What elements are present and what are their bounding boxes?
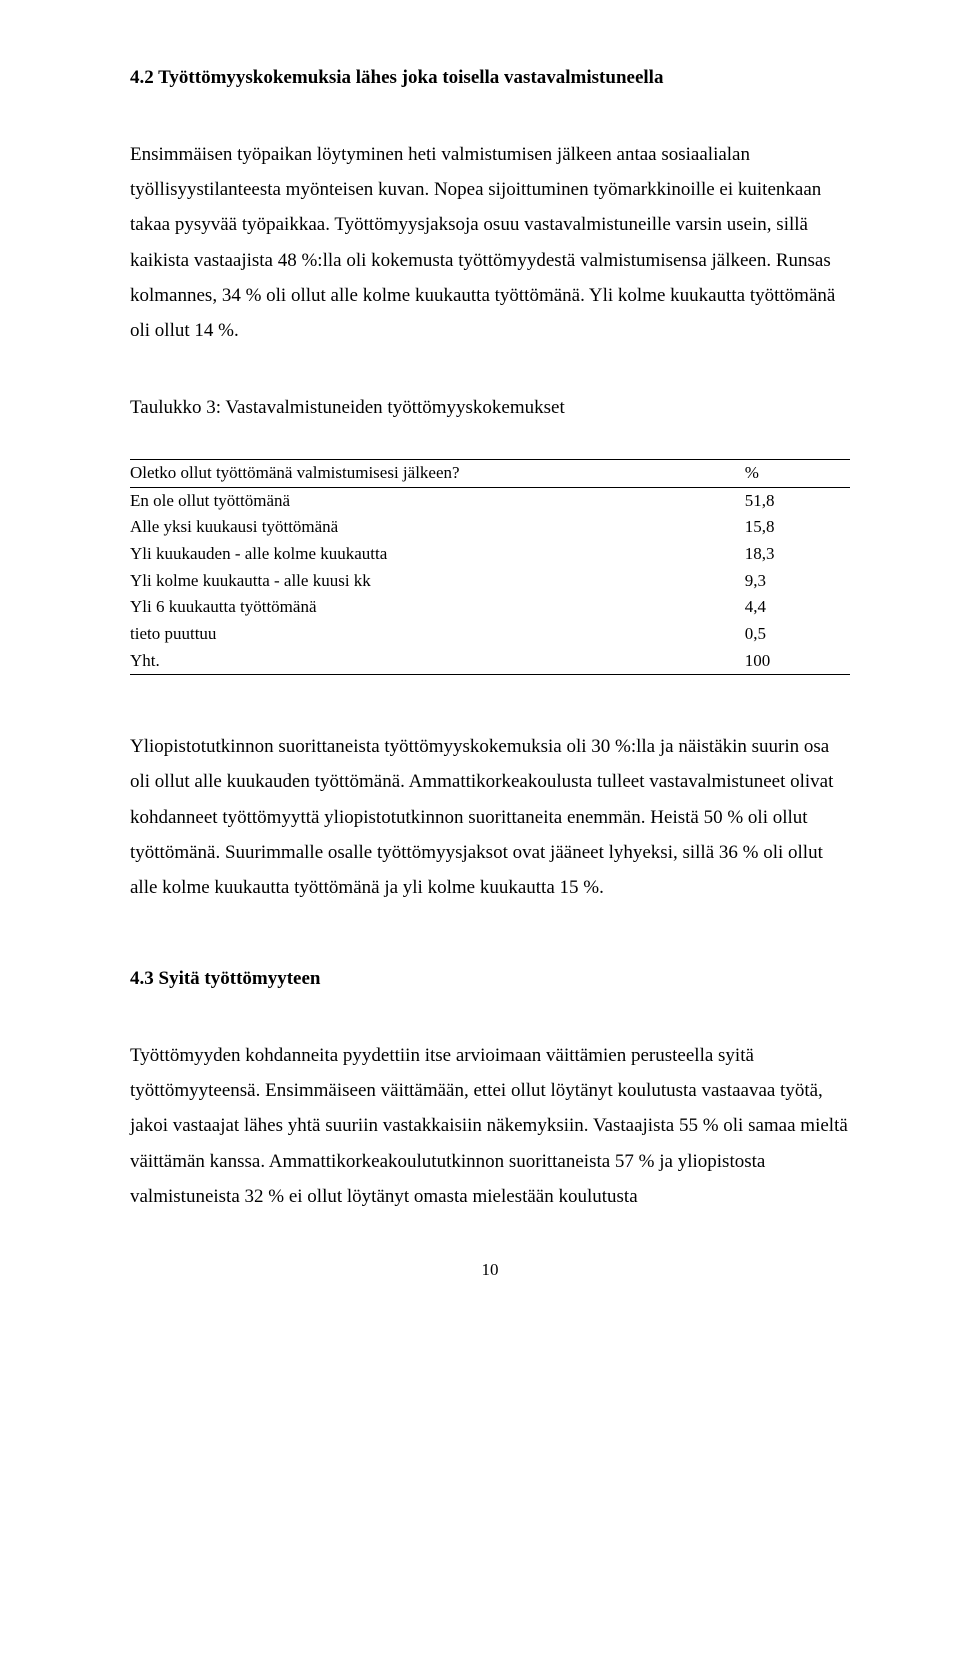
table-cell-value: 18,3	[735, 541, 850, 568]
table-cell-label: Yli 6 kuukautta työttömänä	[130, 594, 735, 621]
table-3-footer-row: Yht. 100	[130, 648, 850, 675]
table-row: En ole ollut työttömänä 51,8	[130, 487, 850, 514]
section-4-2-paragraph-1: Ensimmäisen työpaikan löytyminen heti va…	[130, 137, 850, 348]
table-cell-value: 4,4	[735, 594, 850, 621]
page-number: 10	[130, 1254, 850, 1285]
section-4-3-paragraph-1: Työttömyyden kohdanneita pyydettiin itse…	[130, 1038, 850, 1214]
table-3: Oletko ollut työttömänä valmistumisesi j…	[130, 459, 850, 675]
table-cell-label: Yli kuukauden - alle kolme kuukautta	[130, 541, 735, 568]
table-row: Alle yksi kuukausi työttömänä 15,8	[130, 514, 850, 541]
table-row: Yli kuukauden - alle kolme kuukautta 18,…	[130, 541, 850, 568]
section-4-2-paragraph-2: Yliopistotutkinnon suorittaneista työttö…	[130, 729, 850, 905]
table-cell-label: En ole ollut työttömänä	[130, 487, 735, 514]
table-cell-value: 0,5	[735, 621, 850, 648]
table-cell-label: Alle yksi kuukausi työttömänä	[130, 514, 735, 541]
table-3-header-value: %	[735, 460, 850, 488]
table-row: Yli kolme kuukautta - alle kuusi kk 9,3	[130, 568, 850, 595]
table-3-title: Taulukko 3: Vastavalmistuneiden työttömy…	[130, 390, 850, 425]
table-3-footer-label: Yht.	[130, 648, 735, 675]
table-cell-value: 51,8	[735, 487, 850, 514]
table-3-header-row: Oletko ollut työttömänä valmistumisesi j…	[130, 460, 850, 488]
section-4-2-heading: 4.2 Työttömyyskokemuksia lähes joka tois…	[130, 60, 850, 95]
table-cell-value: 9,3	[735, 568, 850, 595]
section-4-3-heading: 4.3 Syitä työttömyyteen	[130, 961, 850, 996]
page-container: 4.2 Työttömyyskokemuksia lähes joka tois…	[0, 0, 960, 1678]
table-3-footer-value: 100	[735, 648, 850, 675]
table-row: Yli 6 kuukautta työttömänä 4,4	[130, 594, 850, 621]
table-3-header-label: Oletko ollut työttömänä valmistumisesi j…	[130, 460, 735, 488]
table-cell-label: tieto puuttuu	[130, 621, 735, 648]
table-cell-label: Yli kolme kuukautta - alle kuusi kk	[130, 568, 735, 595]
table-cell-value: 15,8	[735, 514, 850, 541]
table-row: tieto puuttuu 0,5	[130, 621, 850, 648]
